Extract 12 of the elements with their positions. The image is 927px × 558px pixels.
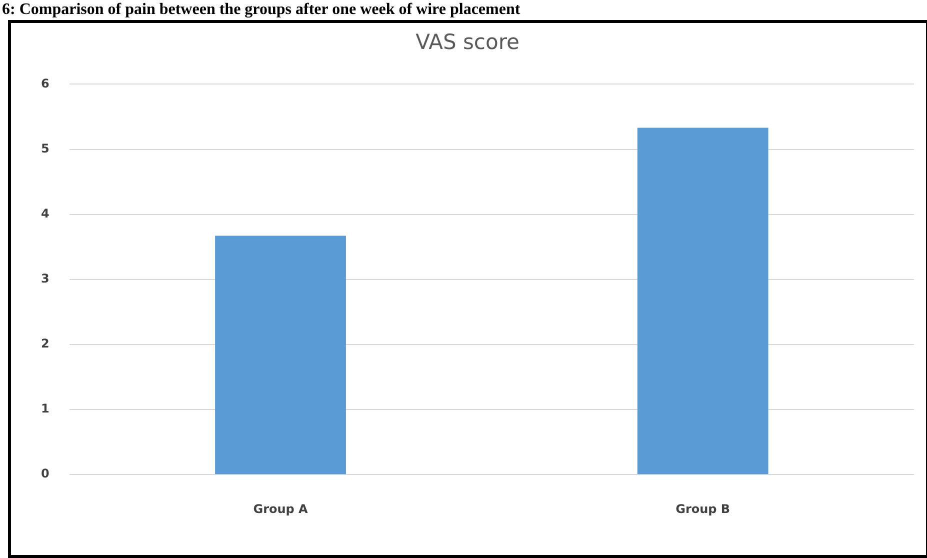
y-tick-label: 0	[40, 466, 50, 481]
text: 6: Comparison of pain between the groups after one week of wire placement	[2, 0, 522, 19]
x-tick-label: Group A	[253, 502, 309, 516]
x-tick-label: Group B	[676, 502, 730, 516]
chart-frame: VAS score Group A Group B 0 1 2 3 4 5 6	[8, 20, 927, 558]
y-tick-label: 3	[40, 272, 50, 286]
y-tick-label: 4	[40, 206, 50, 220]
y-tick-label: 6	[40, 76, 50, 90]
y-tick-label: 2	[40, 336, 50, 351]
y-tick-label: 1	[40, 402, 50, 416]
y-tick-label: 5	[40, 141, 50, 156]
chart-title: VAS score	[416, 30, 520, 54]
